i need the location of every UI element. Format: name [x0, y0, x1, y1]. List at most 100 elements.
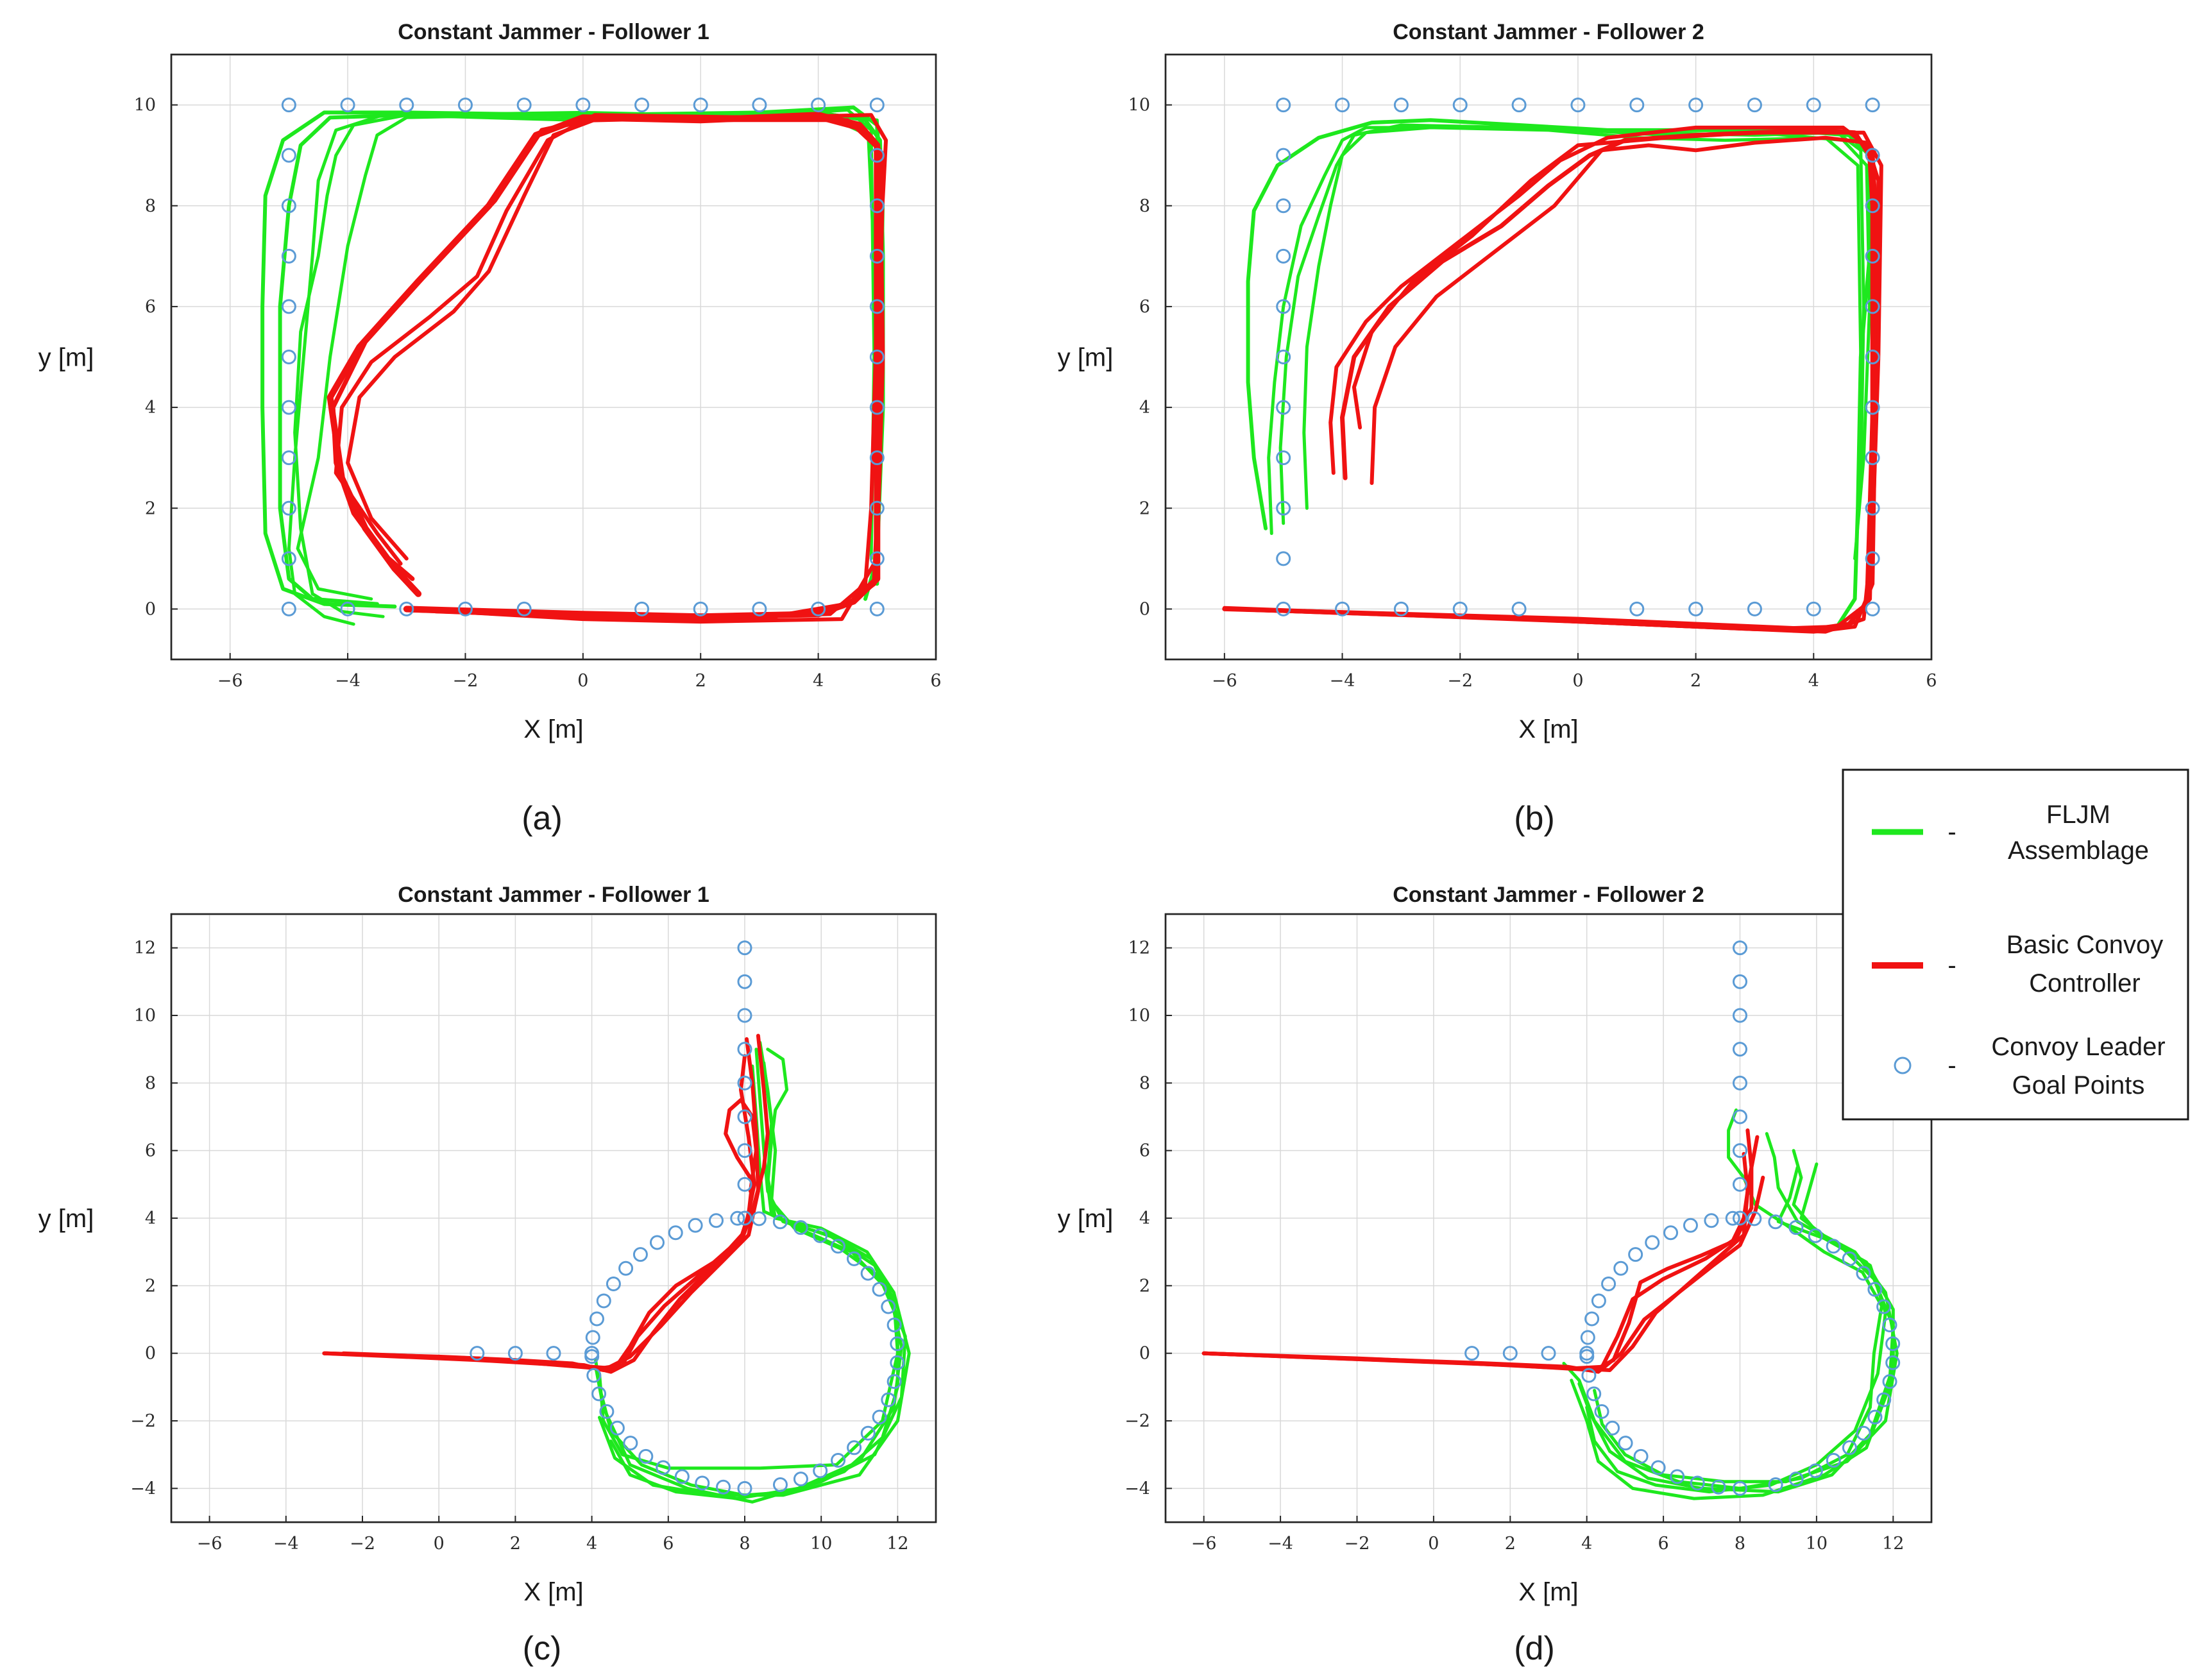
goal-point [737, 1210, 752, 1226]
y-tick-label: −4 [1124, 1479, 1150, 1498]
goal-point [1865, 299, 1880, 314]
x-tick-label: 6 [1658, 1534, 1669, 1554]
goal-point [737, 1109, 752, 1124]
y-tick-label: 12 [1128, 938, 1150, 958]
x-tick-label: −2 [1345, 1534, 1370, 1554]
x-tick-label: 10 [1806, 1534, 1828, 1554]
goal-point [869, 601, 885, 616]
x-tick-label: 6 [1926, 671, 1937, 691]
x-tick-label: 2 [1690, 671, 1701, 691]
goal-point [872, 1282, 887, 1297]
goal-point [1882, 1317, 1897, 1332]
x-tick-label: 2 [695, 671, 706, 691]
x-axis-label: X [m] [1518, 715, 1578, 743]
y-axis-label: y [m] [38, 1205, 94, 1233]
goal-point [793, 1220, 808, 1235]
x-tick-label: 4 [1581, 1534, 1592, 1554]
goal-point [1885, 1336, 1901, 1352]
x-axis-label: X [m] [523, 715, 583, 743]
trajectory-basic [1201, 1175, 1765, 1374]
goal-point [1393, 601, 1409, 616]
goal-point [1683, 1218, 1698, 1233]
y-tick-label: 10 [1128, 96, 1150, 115]
goal-point [1645, 1235, 1660, 1250]
x-tick-label: 8 [739, 1534, 750, 1554]
y-axis-label: y [m] [1058, 344, 1114, 372]
goal-point [596, 1293, 611, 1309]
goal-point [1276, 198, 1291, 214]
x-tick-label: 6 [930, 671, 941, 691]
goal-point [737, 940, 752, 956]
y-tick-label: 8 [1139, 1073, 1150, 1093]
y-tick-label: 6 [1139, 1141, 1150, 1161]
goal-point [281, 551, 296, 566]
goal-point [831, 1452, 846, 1468]
goal-point [737, 1176, 752, 1192]
goal-point [1276, 350, 1291, 364]
goal-point [584, 1349, 600, 1364]
goal-point [1747, 601, 1762, 616]
goal-point [1335, 98, 1350, 113]
goal-point [737, 1075, 752, 1090]
y-tick-label: 4 [145, 398, 156, 418]
legend-dash-goal: - [1947, 1051, 1956, 1080]
goal-point [1856, 1425, 1871, 1441]
goal-point [1882, 1374, 1897, 1389]
trajectory-fljm [598, 1061, 911, 1497]
y-tick-label: 6 [145, 297, 156, 317]
goal-point [869, 198, 885, 214]
goal-point [1733, 1042, 1747, 1057]
y-tick-label: 2 [1139, 498, 1150, 518]
goal-point [1276, 450, 1291, 466]
goal-point [281, 98, 296, 113]
goal-point [1629, 601, 1645, 616]
goal-point [457, 601, 473, 616]
goal-point [623, 1436, 638, 1451]
goal-point [649, 1235, 665, 1250]
goal-point [1586, 1386, 1602, 1402]
legend: - FLJM Assemblage - Basic Convoy Control… [1842, 768, 2189, 1121]
chart-title: Constant Jammer - Follower 2 [1393, 883, 1704, 907]
goal-point [1826, 1239, 1841, 1254]
y-tick-label: 10 [134, 1006, 156, 1026]
goal-point [1768, 1214, 1783, 1230]
y-tick-label: 0 [145, 1344, 156, 1364]
goal-point [1580, 1330, 1595, 1345]
y-tick-label: 8 [1139, 196, 1150, 216]
x-axis-label: X [m] [1518, 1578, 1578, 1606]
y-tick-label: 12 [134, 938, 156, 958]
goal-point [737, 1042, 752, 1057]
x-tick-label: 12 [1882, 1534, 1904, 1554]
goal-point [1733, 1109, 1747, 1124]
goal-point [1747, 98, 1762, 113]
goal-point [793, 1472, 808, 1487]
x-tick-label: −6 [1212, 671, 1237, 691]
goal-point [1633, 1448, 1649, 1464]
legend-label-basic-line2: Controller [2029, 969, 2140, 997]
axes-border [1164, 53, 1933, 661]
goal-point [1876, 1392, 1892, 1407]
x-tick-label: −6 [217, 671, 243, 691]
y-tick-label: 0 [1139, 599, 1150, 619]
goal-point [860, 1425, 876, 1441]
goal-point [638, 1448, 654, 1464]
x-tick-label: 0 [434, 1534, 445, 1554]
goal-point [586, 1368, 602, 1383]
goal-point [737, 974, 752, 989]
chart-title: Constant Jammer - Follower 2 [1393, 20, 1704, 44]
goal-point [1842, 1251, 1857, 1266]
trajectory-basic [1222, 130, 1883, 634]
goal-point [693, 98, 708, 113]
goal-point [609, 1420, 625, 1436]
x-tick-label: −2 [350, 1534, 375, 1554]
goal-point [1452, 601, 1468, 616]
x-tick-label: −4 [1268, 1534, 1293, 1554]
goal-point [890, 1355, 905, 1370]
goal-point [695, 1475, 710, 1491]
y-tick-label: 4 [145, 1209, 156, 1228]
goal-point [881, 1392, 896, 1407]
goal-point [830, 1239, 845, 1254]
goal-point [693, 601, 708, 616]
goal-point [737, 1008, 752, 1023]
goal-point [1788, 1220, 1804, 1235]
